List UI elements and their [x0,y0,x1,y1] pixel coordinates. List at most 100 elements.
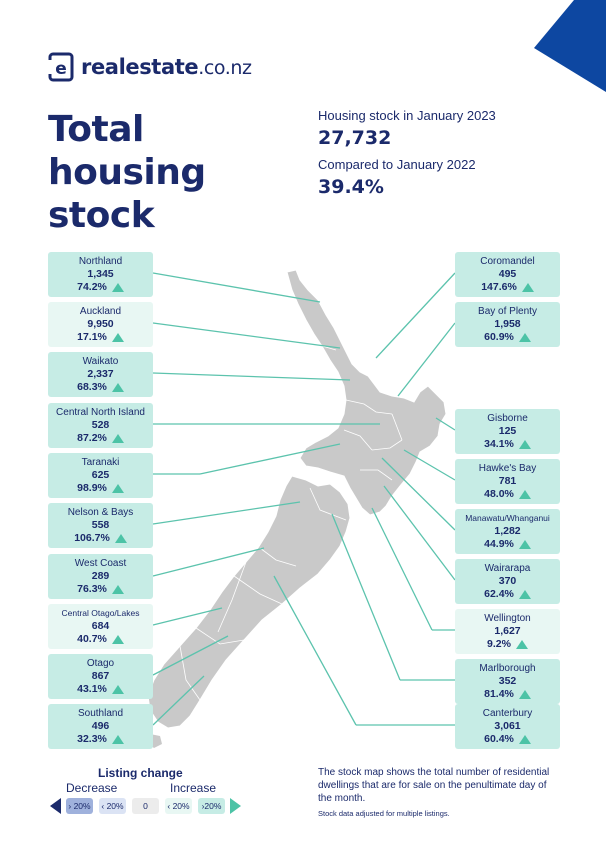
up-triangle-icon [518,540,531,549]
region-card-otago: Otago 867 43.1% [48,654,153,699]
title-line: Total [48,109,144,150]
legend-increase-label: Increase [170,781,217,795]
page-title: Total housing stock [48,108,206,237]
title-line: housing [48,152,206,193]
region-name: Auckland [79,306,122,317]
region-name: Northland [78,256,123,267]
region-change: 44.9% [484,538,514,550]
region-card-bay-of-plenty: Bay of Plenty 1,958 60.9% [455,302,560,347]
region-name: Wairarapa [484,563,531,574]
region-name: Gisborne [487,413,528,424]
region-card-wairarapa: Wairarapa 370 62.4% [455,559,560,604]
region-change: 74.2% [77,281,107,293]
leader-line-hawkes-bay [403,449,456,481]
brand-name: realestate.co.nz [81,55,252,79]
up-triangle-icon [518,735,531,744]
region-change: 9.2% [487,638,511,650]
region-count: 1,627 [494,625,521,637]
region-card-central-north-island: Central North Island 528 87.2% [48,403,153,448]
legend-scale: › 20% ‹ 20% 0 ‹ 20% ›20% [50,798,241,814]
region-change: 17.1% [77,331,107,343]
region-card-northland: Northland 1,345 74.2% [48,252,153,297]
region-change: 60.9% [484,331,514,343]
region-name: Canterbury [482,708,533,719]
region-change: 32.3% [77,733,107,745]
up-triangle-icon [114,534,127,543]
north-island-shape [286,269,447,516]
region-name: Central Otago/Lakes [61,608,140,618]
region-card-wellington: Wellington 1,627 9.2% [455,609,560,654]
arrow-left-icon [50,798,61,814]
region-name: Otago [86,658,115,669]
up-triangle-icon [518,440,531,449]
region-name: Taranaki [81,457,120,468]
region-card-canterbury: Canterbury 3,061 60.4% [455,704,560,749]
region-card-manawatu-whanganui: Manawatu/Whanganui 1,282 44.9% [455,509,560,554]
up-triangle-icon [518,333,531,342]
legend-title: Listing change [98,766,183,780]
stock-summary: Housing stock in January 2023 27,732 [318,108,496,149]
up-triangle-icon [111,685,124,694]
region-name: Manawatu/Whanganui [465,513,550,523]
title-line: stock [48,195,155,236]
legend-bin: 0 [132,798,159,814]
up-triangle-icon [518,490,531,499]
region-change: 60.4% [484,733,514,745]
region-change: 81.4% [484,688,514,700]
region-card-west-coast: West Coast 289 76.3% [48,554,153,599]
region-name: Hawke's Bay [478,463,537,474]
region-change: 40.7% [77,633,107,645]
region-card-taranaki: Taranaki 625 98.9% [48,453,153,498]
map-note: The stock map shows the total number of … [318,767,550,804]
up-triangle-icon [111,434,124,443]
leader-line-canterbury-b [273,575,357,726]
region-count: 2,337 [87,368,114,380]
region-change: 106.7% [74,532,110,544]
region-card-hawkes-bay: Hawke's Bay 781 48.0% [455,459,560,504]
legend-bin: › 20% [66,798,93,814]
logo-mark-icon: e [48,52,74,82]
region-card-central-otago-lakes: Central Otago/Lakes 684 40.7% [48,604,153,649]
leader-line-bay-of-plenty [397,322,456,397]
region-count: 625 [91,469,110,481]
up-triangle-icon [111,383,124,392]
up-triangle-icon [111,283,124,292]
region-name: Central North Island [56,407,145,418]
leader-line-southland [152,675,205,726]
legend-bin: ›20% [198,798,225,814]
up-triangle-icon [518,690,531,699]
region-card-auckland: Auckland 9,950 17.1% [48,302,153,347]
leader-line-nelson [152,501,301,525]
region-name: West Coast [74,558,127,569]
region-change: 147.6% [481,281,517,293]
region-count: 867 [91,670,110,682]
south-island-shape [147,475,351,729]
region-count: 1,282 [494,525,521,537]
compare-value: 39.4% [318,176,384,198]
region-count: 9,950 [87,318,114,330]
region-count: 558 [91,519,110,531]
map-footnote: Stock data adjusted for multiple listing… [318,809,450,818]
region-change: 43.1% [77,683,107,695]
legend-bin: ‹ 20% [99,798,126,814]
region-name: Bay of Plenty [478,306,537,317]
region-count: 496 [91,720,110,732]
region-count: 125 [498,425,517,437]
region-change: 98.9% [77,482,107,494]
region-change: 87.2% [77,432,107,444]
region-card-southland: Southland 496 32.3% [48,704,153,749]
compare-label: Compared to January 2022 [318,157,476,172]
leader-line-otago [152,635,229,676]
brand-logo[interactable]: e realestate.co.nz [48,52,252,82]
leader-line-gisborne [435,417,456,431]
region-count: 495 [498,268,517,280]
region-count: 781 [498,475,517,487]
leader-line-coromandel [375,272,456,359]
up-triangle-icon [111,484,124,493]
region-change: 68.3% [77,381,107,393]
region-name: Waikato [82,356,119,367]
up-triangle-icon [111,333,124,342]
region-card-marlborough: Marlborough 352 81.4% [455,659,560,704]
up-triangle-icon [518,590,531,599]
